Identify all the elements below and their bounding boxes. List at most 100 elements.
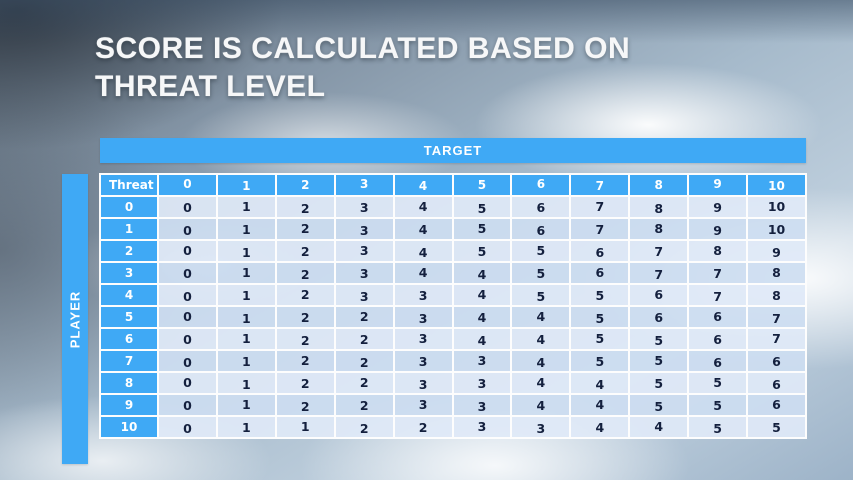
score-cell: 3	[392, 393, 454, 417]
score-cell: 3	[333, 195, 395, 219]
col-header-10: 10	[746, 173, 807, 197]
score-cell: 0	[157, 305, 218, 329]
score-cell: 3	[510, 415, 572, 439]
score-cell: 6	[569, 239, 631, 263]
score-cell: 4	[569, 415, 631, 439]
table-row: 0 0 1 2 3 4 5 6 7 8 9 10	[99, 195, 807, 219]
score-cell: 3	[451, 415, 513, 439]
score-cell: 6	[510, 217, 572, 241]
score-cell: 10	[746, 195, 807, 219]
score-cell: 5	[746, 415, 807, 439]
row-header-0: 0	[99, 195, 159, 219]
score-cell: 7	[746, 327, 807, 351]
table-row: 10 0 1 1 2 2 3 3 4 4 5 5	[99, 415, 807, 439]
score-cell: 2	[274, 327, 336, 351]
score-cell: 9	[687, 195, 749, 219]
score-cell: 2	[333, 327, 395, 351]
score-cell: 6	[628, 283, 690, 307]
score-cell: 4	[451, 305, 513, 329]
score-cell: 2	[333, 393, 395, 417]
score-cell: 7	[569, 195, 631, 219]
score-cell: 2	[274, 283, 336, 307]
score-cell: 4	[510, 305, 572, 329]
score-cell: 4	[451, 327, 513, 351]
score-cell: 0	[157, 239, 218, 263]
score-cell: 3	[392, 305, 454, 329]
score-cell: 1	[215, 305, 277, 329]
player-header-bar: PLAYER	[62, 174, 88, 464]
target-header-bar: TARGET	[100, 138, 806, 163]
score-cell: 4	[510, 371, 572, 395]
col-header-2: 2	[274, 173, 336, 197]
score-cell: 1	[215, 349, 277, 373]
score-cell: 0	[157, 349, 218, 373]
score-cell: 8	[687, 239, 749, 263]
col-header-7: 7	[569, 173, 631, 197]
score-cell: 5	[628, 371, 690, 395]
score-cell: 4	[510, 327, 572, 351]
row-header-2: 2	[99, 239, 159, 263]
score-cell: 4	[451, 261, 513, 285]
col-header-1: 1	[215, 173, 277, 197]
score-cell: 7	[687, 283, 749, 307]
col-header-9: 9	[687, 173, 749, 197]
title-line-1: SCORE IS CALCULATED BASED ON	[95, 32, 631, 65]
row-header-5: 5	[99, 305, 159, 329]
score-cell: 4	[569, 393, 631, 417]
score-cell: 1	[215, 217, 277, 241]
score-cell: 4	[510, 393, 572, 417]
score-cell: 5	[510, 283, 572, 307]
score-cell: 1	[215, 283, 277, 307]
score-cell: 6	[746, 393, 807, 417]
score-cell: 3	[333, 261, 395, 285]
row-header-8: 8	[99, 371, 159, 395]
score-cell: 0	[157, 261, 218, 285]
score-cell: 9	[687, 217, 749, 241]
row-header-10: 10	[99, 415, 159, 439]
table-row: 1 0 1 2 3 4 5 6 7 8 9 10	[99, 217, 807, 241]
col-header-3: 3	[333, 173, 395, 197]
score-cell: 8	[628, 217, 690, 241]
score-cell: 5	[569, 305, 631, 329]
score-cell: 6	[746, 371, 807, 395]
table-header-row: Threat 0 1 2 3 4 5 6 7 8 9 10	[99, 173, 807, 197]
player-label: PLAYER	[67, 290, 83, 348]
score-cell: 4	[510, 349, 572, 373]
score-cell: 4	[392, 195, 454, 219]
score-cell: 9	[746, 239, 807, 263]
score-cell: 2	[274, 393, 336, 417]
score-cell: 2	[274, 371, 336, 395]
score-cell: 2	[333, 415, 395, 439]
score-cell: 0	[157, 371, 218, 395]
score-cell: 4	[392, 239, 454, 263]
score-cell: 0	[157, 195, 218, 219]
score-cell: 6	[746, 349, 807, 373]
score-cell: 3	[451, 393, 513, 417]
col-header-0: 0	[157, 173, 218, 197]
col-header-8: 8	[628, 173, 690, 197]
score-cell: 5	[687, 393, 749, 417]
score-cell: 2	[333, 305, 395, 329]
score-cell: 5	[687, 371, 749, 395]
score-cell: 2	[274, 239, 336, 263]
score-cell: 1	[215, 371, 277, 395]
row-header-9: 9	[99, 393, 159, 417]
score-cell: 5	[569, 327, 631, 351]
score-cell: 2	[333, 349, 395, 373]
score-cell: 5	[451, 239, 513, 263]
score-cell: 0	[157, 217, 218, 241]
score-cell: 4	[392, 261, 454, 285]
score-cell: 2	[274, 305, 336, 329]
row-header-3: 3	[99, 261, 159, 285]
score-cell: 8	[628, 195, 690, 219]
page-title: SCORE IS CALCULATED BASED ON THREAT LEVE…	[95, 30, 735, 106]
score-cell: 2	[392, 415, 454, 439]
score-cell: 5	[510, 261, 572, 285]
score-cell: 3	[392, 349, 454, 373]
